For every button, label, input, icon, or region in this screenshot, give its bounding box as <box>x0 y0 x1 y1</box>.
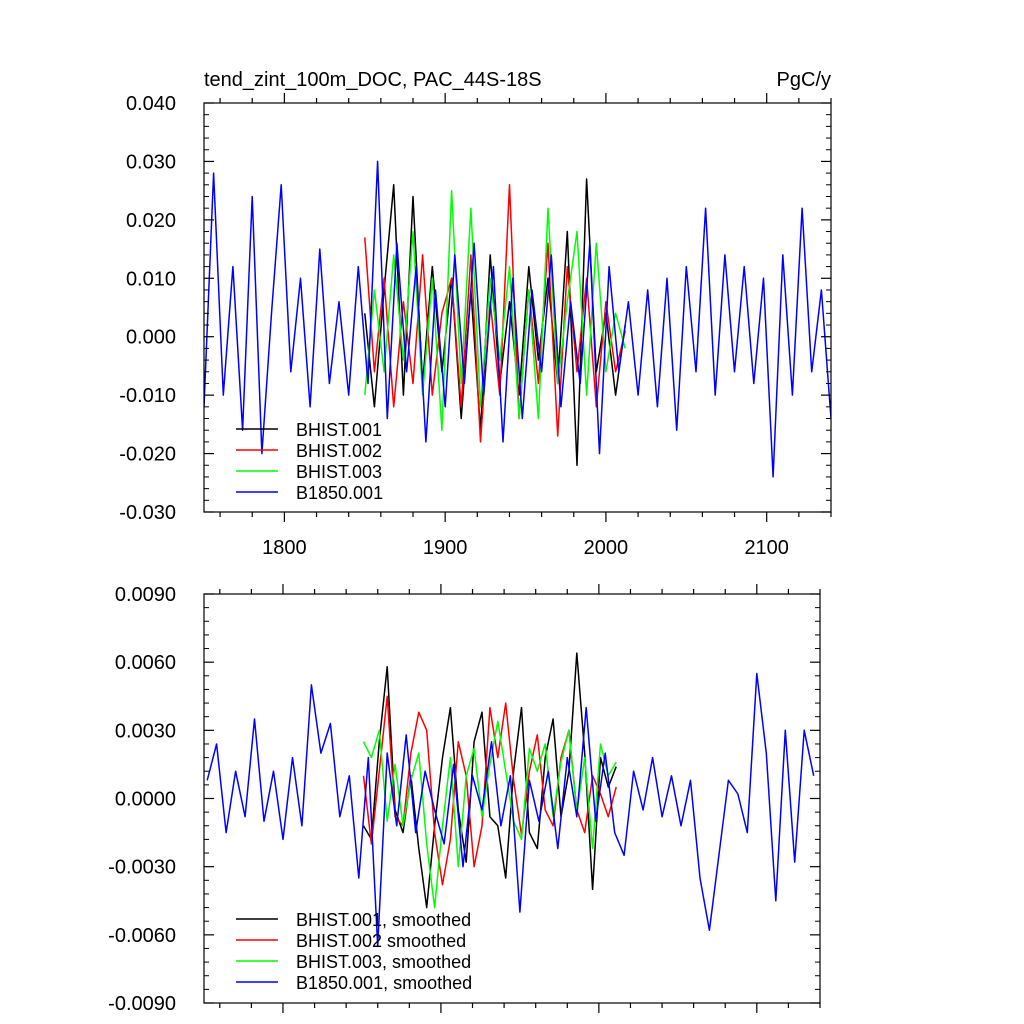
top-y-tick-label: -0.010 <box>119 385 176 407</box>
top-series-line-4 <box>204 160 831 478</box>
bottom-y-tick-label: 0.0090 <box>115 584 176 606</box>
bottom-y-tick-label: 0.0060 <box>115 652 176 674</box>
top-plot-frame <box>203 102 832 513</box>
top-x-tick-label: 2100 <box>744 537 789 559</box>
top-x-tick-label: 1800 <box>262 537 307 559</box>
top-y-tick-label: 0.010 <box>126 268 176 290</box>
top-legend-label: BHIST.001 <box>296 420 382 440</box>
bottom-y-tick-label: 0.0030 <box>115 720 176 742</box>
bottom-y-tick-label: 0.0000 <box>115 789 176 811</box>
top-legend-label: BHIST.003 <box>296 462 382 482</box>
bottom-series-group <box>206 652 815 947</box>
top-chart-units: PgC/y <box>777 69 831 91</box>
top-chart-title: tend_zint_100m_DOC, PAC_44S-18S <box>204 69 542 91</box>
bottom-legend-label: BHIST.003, smoothed <box>296 952 471 972</box>
bottom-panel: -0.0090 -0.0060 -0.0030 0.0000 0.0030 0.0060 0… <box>108 584 821 1015</box>
top-series-group <box>204 160 831 478</box>
bottom-y-tick-label: -0.0090 <box>108 993 176 1015</box>
top-x-tick-label: 1900 <box>423 537 468 559</box>
top-y-tick-label: -0.020 <box>119 444 176 466</box>
top-series-line-3 <box>364 189 626 431</box>
bottom-legend-label: BHIST.001, smoothed <box>296 910 471 930</box>
top-legend-label: BHIST.002 <box>296 441 382 461</box>
top-x-tick-label: 2000 <box>584 537 629 559</box>
top-panel: tend_zint_100m_DOC, PAC_44S-18S PgC/y -0… <box>119 69 832 559</box>
top-legend-label: B1850.001 <box>296 483 383 503</box>
bottom-series-line-3 <box>362 720 617 909</box>
bottom-y-tick-label: -0.0030 <box>108 857 176 879</box>
bottom-legend-label: B1850.001, smoothed <box>296 973 472 993</box>
top-y-tick-label: 0.000 <box>126 327 176 349</box>
bottom-series-line-2 <box>362 695 617 886</box>
top-y-tick-label: 0.040 <box>126 93 176 115</box>
top-y-tick-label: 0.030 <box>126 151 176 173</box>
bottom-legend-label: BHIST.002 smoothed <box>296 931 466 951</box>
bottom-series-line-4 <box>206 672 815 947</box>
top-y-tick-label: -0.030 <box>119 502 176 524</box>
bottom-y-tick-label: -0.0060 <box>108 925 176 947</box>
top-y-tick-label: 0.020 <box>126 210 176 232</box>
